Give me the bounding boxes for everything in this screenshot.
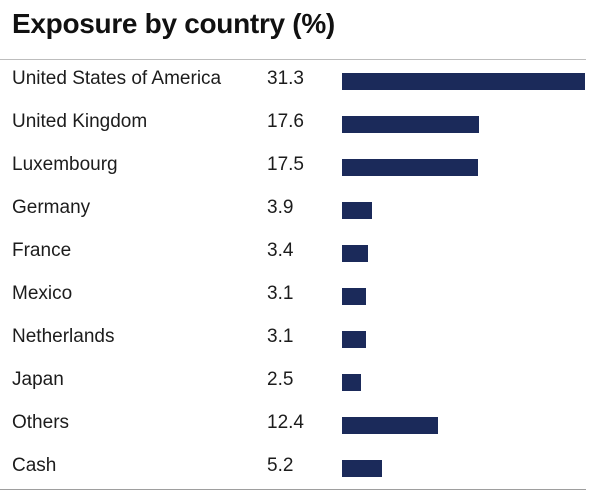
category-label: United States of America [12,68,222,89]
bar-row: Germany 3.9 [0,189,600,232]
bar-row: Mexico 3.1 [0,275,600,318]
value-label: 3.1 [267,283,294,304]
bar-row: Cash 5.2 [0,447,600,490]
bar [342,116,479,133]
bar-row: France 3.4 [0,232,600,275]
category-label: Netherlands [12,326,115,347]
value-label: 12.4 [267,412,304,433]
value-label: 3.1 [267,326,294,347]
category-label: Luxembourg [12,154,118,175]
bottom-divider [0,489,586,490]
bar [342,460,383,477]
category-label: Japan [12,369,64,390]
category-label: Cash [12,455,57,476]
bar [342,288,367,305]
title-divider [0,59,586,60]
bar [342,73,585,90]
bar [342,159,478,176]
category-label: Others [12,412,70,433]
value-label: 31.3 [267,68,304,89]
bar [342,374,362,391]
category-label: Mexico [12,283,73,304]
category-label: Germany [12,197,91,218]
value-label: 17.5 [267,154,304,175]
value-label: 5.2 [267,455,294,476]
bar-row: United States of America 31.3 [0,60,600,103]
chart-title: Exposure by country (%) [12,8,335,39]
value-label: 2.5 [267,369,294,390]
category-label: France [12,240,72,261]
bar [342,245,369,262]
bar [342,331,367,348]
bar-row: Luxembourg 17.5 [0,146,600,189]
bar-row: Netherlands 3.1 [0,318,600,361]
bar-row: United Kingdom 17.6 [0,103,600,146]
bar-row: Japan 2.5 [0,361,600,404]
bar [342,202,373,219]
value-label: 17.6 [267,111,304,132]
bar-row: Others 12.4 [0,404,600,447]
value-label: 3.9 [267,197,294,218]
bar [342,417,439,434]
category-label: United Kingdom [12,111,148,132]
value-label: 3.4 [267,240,294,261]
bar-rows: United States of America 31.3 United Kingd… [0,60,600,490]
